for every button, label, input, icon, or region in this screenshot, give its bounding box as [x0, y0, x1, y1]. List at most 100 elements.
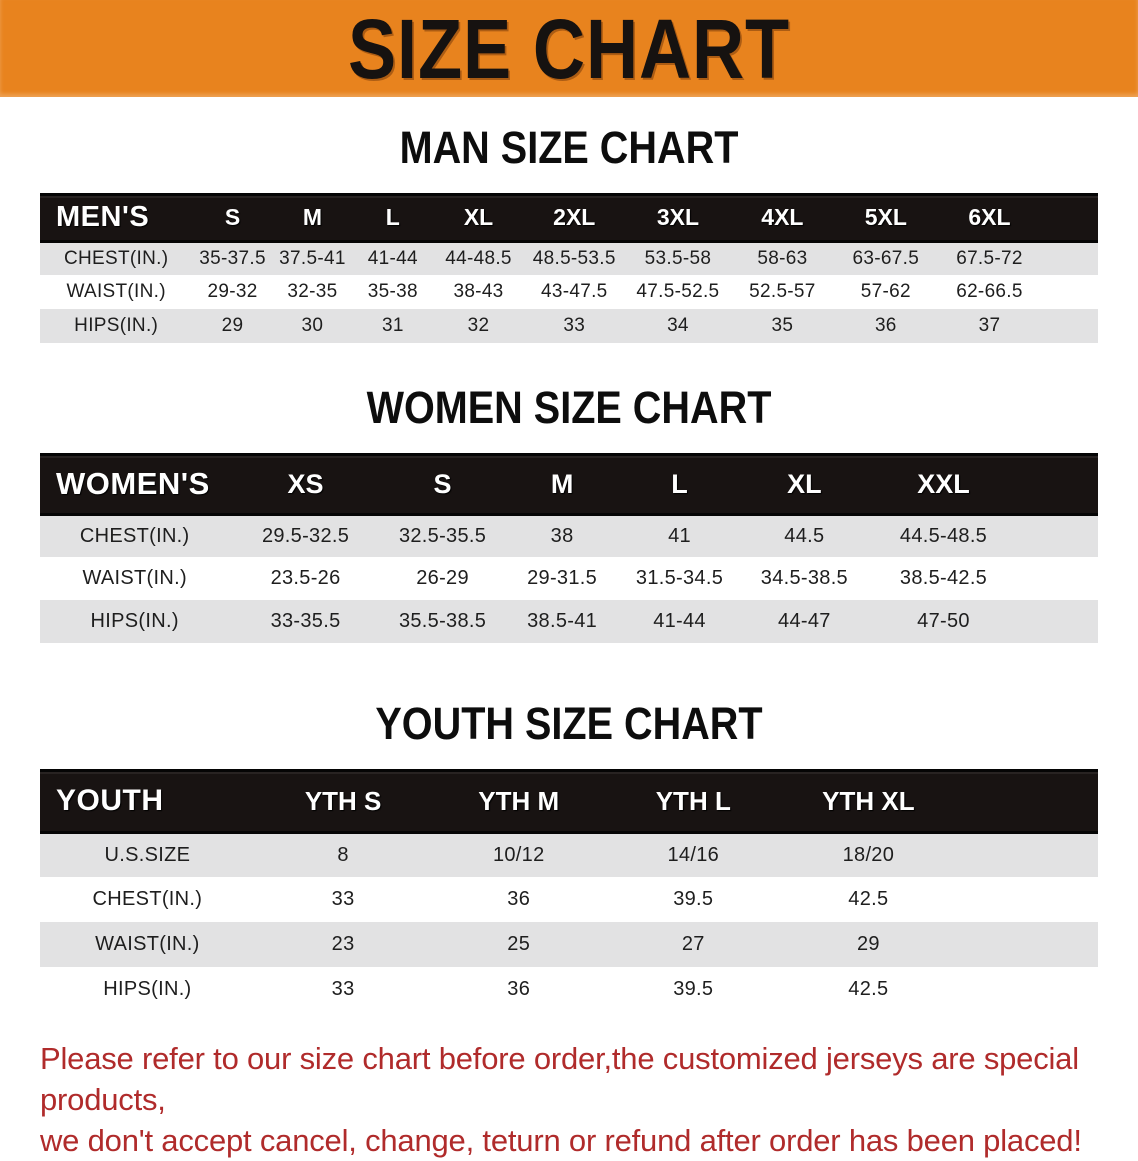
men-waist-row: WAIST(IN.) 29-32 32-35 35-38 38-43 43-47… — [40, 275, 1098, 309]
men-table-title: MEN'S — [40, 192, 193, 243]
youth-col-xl: YTH XL — [780, 768, 957, 834]
youth-hips-row: HIPS(IN.) 33 36 39.5 42.5 — [40, 967, 1098, 1012]
women-col-l: L — [620, 452, 739, 516]
table-cell: 43-47.5 — [523, 275, 626, 309]
women-hips-row: HIPS(IN.) 33-35.5 35.5-38.5 38.5-41 41-4… — [40, 600, 1098, 643]
table-cell: 31.5-34.5 — [620, 557, 739, 600]
men-hips-row: HIPS(IN.) 29 30 31 32 33 34 35 36 37 — [40, 309, 1098, 343]
table-cell: 36 — [431, 877, 606, 922]
table-cell: 44.5-48.5 — [870, 514, 1017, 557]
size-chart-banner: SIZE CHART — [0, 0, 1138, 97]
table-cell: 42.5 — [780, 967, 957, 1012]
spacer-cell — [956, 922, 1098, 967]
spacer-cell — [956, 832, 1098, 877]
table-cell: 35-38 — [352, 275, 434, 309]
table-cell: 44.5 — [738, 514, 871, 557]
women-chest-row: CHEST(IN.) 29.5-32.5 32.5-35.5 38 41 44.… — [40, 514, 1098, 557]
men-header-row: MEN'S S M L XL 2XL 3XL 4XL 5XL 6XL — [40, 192, 1098, 243]
table-cell: 34 — [625, 309, 731, 343]
table-cell: 67.5-72 — [937, 241, 1042, 275]
spacer-cell — [1016, 452, 1098, 516]
table-cell: 41 — [620, 514, 739, 557]
table-cell: 39.5 — [606, 877, 781, 922]
table-cell: 33 — [254, 877, 432, 922]
men-col-m: M — [272, 192, 353, 243]
table-cell: 33-35.5 — [229, 600, 382, 643]
table-cell: 27 — [606, 922, 781, 967]
table-cell: 48.5-53.5 — [523, 241, 626, 275]
table-cell: 57-62 — [833, 275, 938, 309]
row-label: HIPS(IN.) — [40, 967, 255, 1012]
table-cell: 38.5-42.5 — [870, 557, 1017, 600]
women-table-title: WOMEN'S — [40, 452, 230, 516]
women-header-row: WOMEN'S XS S M L XL XXL — [40, 452, 1098, 516]
table-cell: 36 — [431, 967, 606, 1012]
table-cell: 14/16 — [606, 832, 781, 877]
table-cell: 37.5-41 — [272, 241, 353, 275]
row-label: U.S.SIZE — [40, 832, 255, 877]
table-cell: 44-48.5 — [433, 241, 524, 275]
men-col-xl: XL — [433, 192, 524, 243]
table-cell: 53.5-58 — [625, 241, 731, 275]
table-cell: 39.5 — [606, 967, 781, 1012]
table-cell: 35.5-38.5 — [381, 600, 504, 643]
men-col-2xl: 2XL — [523, 192, 626, 243]
men-chest-row: CHEST(IN.) 35-37.5 37.5-41 41-44 44-48.5… — [40, 241, 1098, 275]
table-cell: 25 — [431, 922, 606, 967]
table-cell: 35-37.5 — [192, 241, 273, 275]
men-size-table: MEN'S S M L XL 2XL 3XL 4XL 5XL 6XL CHEST… — [40, 192, 1098, 343]
table-cell: 23 — [254, 922, 432, 967]
table-cell: 32 — [433, 309, 524, 343]
table-cell: 41-44 — [620, 600, 739, 643]
row-label: WAIST(IN.) — [40, 922, 255, 967]
table-cell: 32.5-35.5 — [381, 514, 504, 557]
youth-ussize-row: U.S.SIZE 8 10/12 14/16 18/20 — [40, 832, 1098, 877]
table-cell: 38.5-41 — [503, 600, 621, 643]
row-label: HIPS(IN.) — [40, 309, 193, 343]
table-cell: 29 — [192, 309, 273, 343]
spacer-cell — [1041, 192, 1098, 243]
disclaimer-line-2: we don't accept cancel, change, teturn o… — [40, 1123, 1082, 1158]
youth-col-s: YTH S — [254, 768, 432, 834]
table-cell: 10/12 — [431, 832, 606, 877]
row-label: HIPS(IN.) — [40, 600, 230, 643]
table-cell: 58-63 — [730, 241, 834, 275]
table-cell: 44-47 — [738, 600, 871, 643]
table-cell: 36 — [833, 309, 938, 343]
youth-chest-row: CHEST(IN.) 33 36 39.5 42.5 — [40, 877, 1098, 922]
spacer-cell — [1016, 600, 1098, 643]
men-col-5xl: 5XL — [833, 192, 938, 243]
table-cell: 32-35 — [272, 275, 353, 309]
youth-size-table: YOUTH YTH S YTH M YTH L YTH XL U.S.SIZE … — [40, 768, 1098, 1012]
man-section-heading: MAN SIZE CHART — [399, 122, 739, 173]
women-size-table: WOMEN'S XS S M L XL XXL CHEST(IN.) 29.5-… — [40, 452, 1098, 643]
women-col-xl: XL — [738, 452, 871, 516]
youth-section-heading: YOUTH SIZE CHART — [375, 698, 763, 749]
women-col-m: M — [503, 452, 621, 516]
youth-table-title: YOUTH — [40, 768, 255, 834]
table-cell: 37 — [937, 309, 1042, 343]
row-label: WAIST(IN.) — [40, 275, 193, 309]
table-cell: 33 — [254, 967, 432, 1012]
table-cell: 29-32 — [192, 275, 273, 309]
row-label: CHEST(IN.) — [40, 241, 193, 275]
table-cell: 34.5-38.5 — [738, 557, 871, 600]
table-cell: 63-67.5 — [833, 241, 938, 275]
table-cell: 41-44 — [352, 241, 434, 275]
men-col-3xl: 3XL — [625, 192, 731, 243]
table-cell: 18/20 — [780, 832, 957, 877]
spacer-cell — [1041, 309, 1098, 343]
men-col-4xl: 4XL — [730, 192, 834, 243]
table-cell: 29 — [780, 922, 957, 967]
men-col-l: L — [352, 192, 434, 243]
table-cell: 38-43 — [433, 275, 524, 309]
table-cell: 47.5-52.5 — [625, 275, 731, 309]
table-cell: 29.5-32.5 — [229, 514, 382, 557]
table-cell: 38 — [503, 514, 621, 557]
youth-waist-row: WAIST(IN.) 23 25 27 29 — [40, 922, 1098, 967]
men-col-s: S — [192, 192, 273, 243]
table-cell: 42.5 — [780, 877, 957, 922]
disclaimer-line-1: Please refer to our size chart before or… — [40, 1041, 1079, 1117]
spacer-cell — [1016, 557, 1098, 600]
women-col-s: S — [381, 452, 504, 516]
